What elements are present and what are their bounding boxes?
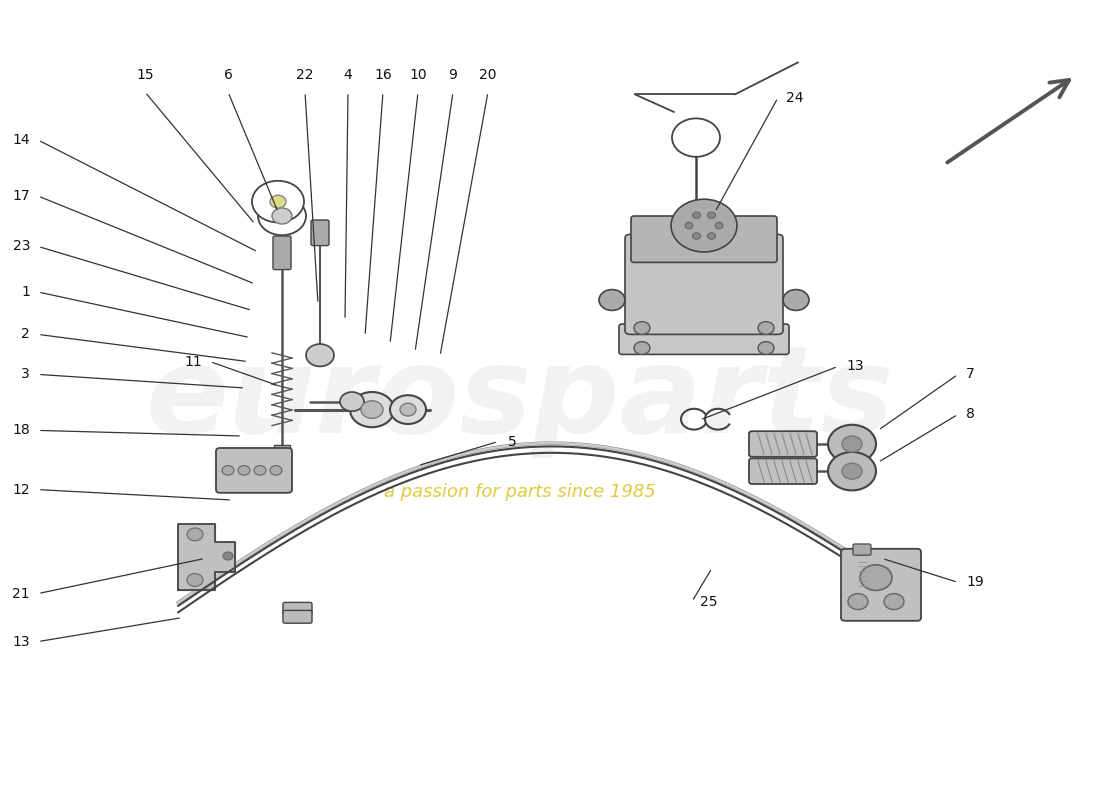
Text: 14: 14	[12, 133, 30, 147]
Text: 8: 8	[966, 407, 975, 422]
FancyBboxPatch shape	[852, 544, 871, 555]
FancyBboxPatch shape	[749, 431, 817, 457]
Text: 7: 7	[966, 367, 975, 382]
Text: 23: 23	[12, 239, 30, 254]
FancyBboxPatch shape	[273, 236, 292, 270]
Text: 10: 10	[409, 68, 427, 82]
Text: 6: 6	[223, 68, 232, 82]
Circle shape	[187, 574, 204, 586]
FancyBboxPatch shape	[216, 448, 292, 493]
Circle shape	[685, 222, 693, 229]
Text: 17: 17	[12, 189, 30, 203]
Circle shape	[828, 425, 876, 463]
Circle shape	[884, 594, 904, 610]
Text: 2: 2	[21, 327, 30, 342]
Circle shape	[707, 233, 715, 239]
Text: 4: 4	[343, 68, 352, 82]
Polygon shape	[178, 524, 235, 590]
Text: 25: 25	[700, 594, 717, 609]
FancyBboxPatch shape	[283, 610, 312, 623]
Circle shape	[671, 199, 737, 252]
Circle shape	[270, 195, 286, 208]
Circle shape	[600, 290, 625, 310]
Circle shape	[693, 212, 701, 218]
Circle shape	[758, 322, 774, 334]
Text: eurosparts: eurosparts	[146, 342, 894, 458]
Text: 18: 18	[12, 423, 30, 438]
Circle shape	[783, 290, 808, 310]
Circle shape	[361, 401, 383, 418]
Text: 13: 13	[846, 359, 864, 374]
FancyBboxPatch shape	[311, 220, 329, 246]
Circle shape	[350, 392, 394, 427]
Text: 1: 1	[21, 285, 30, 299]
Circle shape	[238, 466, 250, 475]
FancyBboxPatch shape	[749, 458, 817, 484]
Circle shape	[860, 565, 892, 590]
Circle shape	[828, 452, 876, 490]
Text: 16: 16	[374, 68, 392, 82]
FancyBboxPatch shape	[625, 234, 783, 334]
Circle shape	[223, 552, 233, 560]
Circle shape	[634, 322, 650, 334]
Circle shape	[634, 342, 650, 354]
Text: 24: 24	[786, 90, 803, 105]
Circle shape	[842, 463, 862, 479]
Text: 22: 22	[296, 68, 314, 82]
Circle shape	[187, 528, 204, 541]
FancyBboxPatch shape	[631, 216, 777, 262]
Circle shape	[400, 403, 416, 416]
Circle shape	[758, 342, 774, 354]
Circle shape	[707, 212, 715, 218]
Text: 20: 20	[480, 68, 497, 82]
Circle shape	[340, 392, 364, 411]
Circle shape	[390, 395, 426, 424]
Text: 13: 13	[12, 634, 30, 649]
Bar	[274, 445, 290, 458]
Circle shape	[222, 466, 234, 475]
Circle shape	[848, 594, 868, 610]
Circle shape	[842, 436, 862, 452]
Circle shape	[693, 233, 701, 239]
Text: 9: 9	[449, 68, 458, 82]
Circle shape	[254, 466, 266, 475]
Circle shape	[252, 181, 304, 222]
Circle shape	[306, 344, 334, 366]
FancyBboxPatch shape	[842, 549, 921, 621]
Text: 12: 12	[12, 482, 30, 497]
Text: 11: 11	[184, 354, 202, 369]
Circle shape	[272, 208, 292, 224]
Text: 5: 5	[508, 434, 517, 449]
Text: 15: 15	[136, 68, 154, 82]
FancyBboxPatch shape	[283, 602, 312, 615]
Text: 21: 21	[12, 586, 30, 601]
Text: 3: 3	[21, 367, 30, 382]
Text: a passion for parts since 1985: a passion for parts since 1985	[384, 483, 656, 501]
FancyBboxPatch shape	[619, 324, 789, 354]
Circle shape	[715, 222, 723, 229]
Circle shape	[258, 197, 306, 235]
Text: 19: 19	[966, 575, 983, 590]
Circle shape	[270, 466, 282, 475]
Circle shape	[672, 118, 721, 157]
